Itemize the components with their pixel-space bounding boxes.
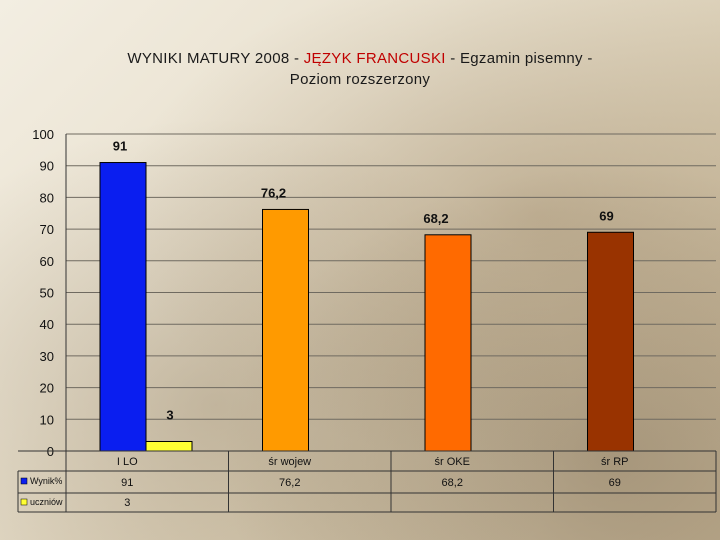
bar-wynik-2 [424,234,472,452]
x-category-label-3: śr RP [601,456,629,468]
x-category-label-0: I LO [117,456,138,468]
x-category-label-1: śr wojew [268,456,311,468]
chart-title: WYNIKI MATURY 2008 - JĘZYK FRANCUSKI - E… [60,48,660,90]
data-label-wynik-2: 68,2 [423,211,448,226]
title-accent: JĘZYK FRANCUSKI [303,50,446,67]
data-label-wynik-1: 76,2 [261,185,286,200]
bar-wynik-3 [587,231,634,452]
title-part2: - Egzamin pisemny - [445,50,593,67]
table-cell-wynik-0: 91 [121,477,133,489]
data-table: I LO 91 3 śr wojew 76,2 śr OKE 68,2 śr RP 69 Wyni… [17,450,717,513]
y-tick-label-4: 40 [40,317,54,332]
y-tick-label-1: 10 [40,412,54,427]
y-tick-label-2: 20 [40,381,54,396]
y-tick-label-3: 30 [40,349,54,364]
table-cell-wynik-2: 68,2 [442,477,463,489]
table-cell-wynik-3: 69 [609,477,621,489]
data-labels: 91 3 76,2 68,2 69 [113,139,614,423]
bars [99,162,634,452]
y-tick-label-6: 60 [40,254,54,269]
bar-uczniow-0 [145,440,193,452]
title-part1: WYNIKI MATURY 2008 - [127,50,304,67]
x-category-label-2: śr OKE [435,456,470,468]
y-tick-label-9: 90 [40,159,54,174]
data-label-wynik-3: 69 [599,208,613,223]
legend-swatch-uczniow [20,498,28,506]
y-tick-label-5: 50 [40,286,54,301]
title-line2: Poziom rozszerzony [289,71,431,88]
table-cell-uczniow-0: 3 [124,497,130,509]
y-tick-label-7: 70 [40,222,54,237]
y-tick-label-10: 100 [32,127,54,142]
table-cell-wynik-1: 76,2 [279,477,300,489]
legend-swatch-wynik [20,477,28,485]
legend-label-wynik: Wynik% [30,476,62,486]
y-tick-label-8: 80 [40,190,54,205]
data-label-uczniow-0: 3 [166,407,173,422]
bar-wynik-1 [262,208,309,452]
bar-wynik-0 [99,162,147,452]
y-axis-ticks: 0102030405060708090100 [32,127,54,459]
data-label-wynik-0: 91 [113,139,127,154]
legend-label-uczniow: uczniów [30,497,63,507]
